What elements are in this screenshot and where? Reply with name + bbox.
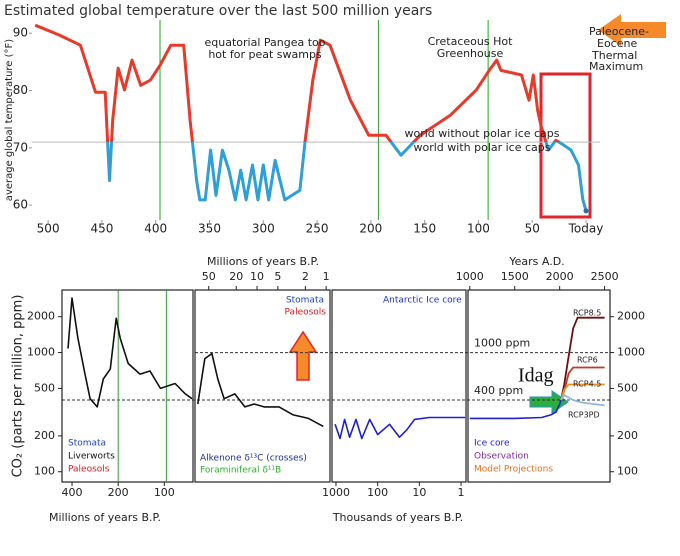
annotation: equatorial Pangea too [205, 36, 326, 49]
x-tick-label: 50 [525, 222, 540, 236]
panel-label: Alkenone δ¹³C (crosses) [200, 454, 307, 464]
temperature-line [106, 142, 588, 212]
panel-label: Stomata [286, 296, 324, 306]
panel-frame [194, 289, 331, 483]
chart-title: Estimated global temperature over the la… [4, 3, 432, 19]
x-tick-label: 200 [108, 486, 129, 499]
x-tick-label: 1500 [501, 270, 529, 283]
annotation: hot for peat swamps [208, 48, 322, 61]
x-tick-label: 100 [154, 486, 175, 499]
x-axis-label: Millions of years B.P. [207, 255, 319, 268]
y-tick-label: 100 [34, 465, 55, 478]
panel-frame [61, 289, 194, 483]
co2-line [469, 399, 562, 420]
y-tick-label: 60 [13, 198, 28, 212]
x-tick-label: 400 [144, 222, 167, 236]
series-label: RCP4.5 [573, 380, 601, 389]
temperature-line [34, 23, 562, 143]
panel-label: Stomata [68, 439, 106, 449]
y-axis-label: average global temperature (°F) [4, 39, 15, 201]
x-tick-label: 10 [412, 486, 426, 499]
annotation: Eocene [597, 37, 637, 50]
panel-label: Foraminiferal δ¹¹B [200, 466, 281, 476]
x-tick-label: 1 [323, 270, 330, 283]
x-tick-label: 100 [367, 486, 388, 499]
reference-label: 1000 ppm [474, 337, 530, 350]
annotation: Idag [518, 365, 554, 387]
panel-label: Paleosols [68, 465, 110, 475]
y-tick-label: 500 [617, 381, 638, 394]
y-tick-label: 500 [34, 381, 55, 394]
y-tick-label: 2000 [617, 310, 645, 323]
x-tick-label: 2000 [546, 270, 574, 283]
annotation: Paleocene- [589, 25, 649, 38]
x-tick-label: 150 [413, 222, 436, 236]
co2-line [197, 352, 324, 428]
co2-line [334, 416, 466, 440]
y-tick-label: 90 [13, 26, 28, 40]
reference-label: 400 ppm [474, 384, 523, 397]
x-tick-label: 50 [202, 270, 216, 283]
annotation: Cretaceous Hot [428, 35, 514, 48]
y-tick-label: 1000 [27, 346, 55, 359]
series-label: RCP3PD [568, 411, 600, 420]
x-tick-label: 20 [229, 270, 243, 283]
x-tick-label: 1000 [456, 270, 484, 283]
panel-label: Liverworts [68, 452, 115, 462]
panel-label: Observation [474, 452, 529, 462]
y-tick-label: 200 [34, 429, 55, 442]
x-tick-label: 1000 [322, 486, 350, 499]
panel-label: Paleosols [285, 308, 327, 318]
y-tick-label: 100 [617, 465, 638, 478]
panel-frame [467, 289, 611, 483]
annotation: Maximum [589, 60, 643, 73]
panel-label: Antarctic Ice core [383, 296, 462, 306]
panel-frame [331, 289, 467, 483]
y-tick-label: 200 [617, 429, 638, 442]
annotation: Greenhouse [437, 47, 504, 60]
y-tick-label: 70 [13, 140, 28, 154]
projection-line [560, 316, 605, 401]
x-tick-label: 2500 [591, 270, 619, 283]
x-tick-label: 5 [274, 270, 281, 283]
x-tick-label: 2 [302, 270, 309, 283]
y-axis-label: CO₂ (parts per million, ppm) [11, 295, 26, 478]
x-tick-label: 350 [198, 222, 221, 236]
panel-label: Model Projections [474, 465, 553, 475]
arrow [288, 330, 318, 381]
x-tick-label: 250 [306, 222, 329, 236]
annotation: world without polar ice caps [404, 127, 559, 140]
highlight-box [539, 72, 592, 219]
end-point [583, 208, 589, 214]
series-label: RCP8.5 [573, 309, 601, 318]
x-tick-label: 300 [252, 222, 275, 236]
panel-label: Ice core [474, 439, 510, 449]
series-label: RCP6 [577, 356, 598, 365]
annotation: world with polar ice caps [413, 141, 550, 154]
projection-line [560, 383, 605, 401]
x-axis-label: Thousands of years B.P. [332, 511, 463, 524]
projection-line [560, 393, 605, 407]
y-tick-label: 1000 [617, 346, 645, 359]
x-tick-label: 100 [467, 222, 490, 236]
annotation: Thermal [591, 49, 637, 62]
x-tick-label: 1 [458, 486, 465, 499]
y-tick-label: 2000 [27, 310, 55, 323]
x-axis-label: Years A.D. [508, 255, 564, 268]
x-tick-label: 450 [90, 222, 113, 236]
x-tick-label: 10 [250, 270, 264, 283]
y-tick-label: 80 [13, 83, 28, 97]
x-tick-label: 500 [37, 222, 60, 236]
x-tick-label: Today [568, 222, 604, 236]
x-tick-label: 200 [359, 222, 382, 236]
arrow [598, 14, 666, 46]
x-axis-label: Millions of years B.P. [49, 511, 161, 524]
x-tick-label: 400 [62, 486, 83, 499]
co2-line [67, 297, 193, 408]
